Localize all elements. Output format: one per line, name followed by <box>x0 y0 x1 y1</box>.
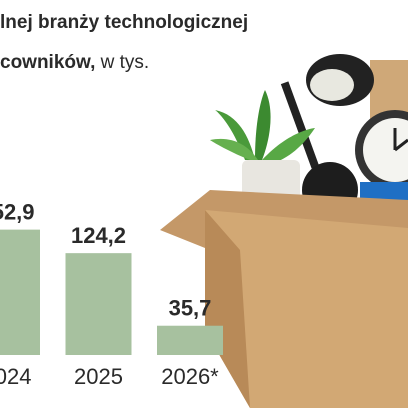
chart-title: lnej branży technologicznej <box>0 12 248 33</box>
bar <box>65 253 132 355</box>
subtitle-bold: cowników, <box>0 52 95 73</box>
clock-face <box>363 118 408 182</box>
leaf <box>262 128 315 165</box>
x-tick-label: 2024 <box>0 364 31 389</box>
subtitle-unit: w tys. <box>100 52 150 73</box>
illustration <box>160 54 408 408</box>
subtitle: cowników, w tys. <box>0 52 149 73</box>
leaf <box>210 138 258 160</box>
box-front <box>205 210 408 408</box>
leaf <box>255 90 271 160</box>
value-label: 152,9 <box>0 200 35 225</box>
x-tick-label: 2025 <box>74 364 123 389</box>
clock-hand <box>394 138 408 152</box>
bar <box>157 325 223 355</box>
lamp-arm <box>280 81 320 169</box>
bar <box>0 229 40 355</box>
lamp-light <box>310 69 354 101</box>
value-label: 124,2 <box>71 223 126 248</box>
value-label: 35,7 <box>169 296 212 321</box>
x-tick-label: 2026* <box>161 364 219 389</box>
box-side <box>205 210 250 408</box>
